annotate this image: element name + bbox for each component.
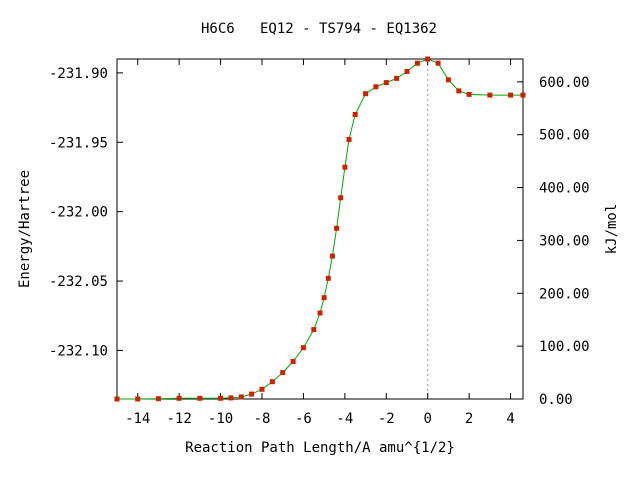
data-point [311,327,317,333]
y2-axis-ticks: 600.00 500.00 400.00 300.00 200.00 100.00 0.00 [517,75,590,408]
y-axis-label: Energy/Hartree [17,170,33,288]
data-point [338,195,344,201]
data-point [228,395,234,401]
y2-tick-label: 0.00 [539,392,573,408]
data-point [259,386,265,392]
y-tick-label: -231.95 [49,135,108,151]
data-point [269,379,275,385]
y2-tick-label: 200.00 [539,286,590,302]
x-tick-label: -4 [336,411,353,427]
data-point [346,137,352,142]
data-point [352,112,358,117]
x-axis-label: Reaction Path Length/A amu^{1/2} [185,440,455,456]
data-point [114,396,120,402]
x-tick-label: 0 [423,411,431,427]
data-point [321,295,327,301]
y-tick-label: -231.90 [49,66,108,82]
data-point [218,395,224,401]
y-tick-label: -232.10 [49,343,108,359]
x-axis-ticks: -14 -12 -10 -8 -6 -4 -2 0 2 4 [125,59,515,427]
data-point [466,91,472,97]
data-point [456,88,462,94]
data-point [176,395,182,401]
x-tick-label: 4 [506,411,514,427]
data-point [155,396,161,402]
data-point [404,69,410,74]
x-tick-label: -2 [378,411,395,427]
series-points [114,56,526,402]
data-point [425,56,431,62]
data-point [445,77,451,83]
plot-frame [116,58,524,400]
data-point [317,310,323,316]
data-point [197,395,203,401]
data-point [394,75,400,81]
data-point [300,345,306,351]
data-point [238,394,244,400]
y2-axis-label: kJ/mol [604,204,620,255]
chart-title: H6C6 EQ12 - TS794 - EQ1362 [201,21,437,37]
data-point [383,80,389,86]
data-point [280,370,286,376]
data-point [373,84,379,90]
x-tick-label: -6 [295,411,312,427]
y2-tick-label: 500.00 [539,128,590,144]
data-point [487,92,493,98]
data-point [435,60,441,66]
data-point [508,92,514,98]
x-tick-label: -8 [254,411,271,427]
x-tick-label: -14 [125,411,150,427]
data-point [329,253,335,259]
x-tick-label: -10 [208,411,233,427]
x-tick-label: -12 [166,411,191,427]
data-point [334,225,340,231]
data-point [342,164,348,170]
x-tick-label: 2 [465,411,473,427]
y-tick-label: -232.00 [49,205,108,221]
y2-tick-label: 400.00 [539,181,590,197]
data-point [249,391,255,397]
y2-tick-label: 600.00 [539,75,590,91]
y-axis-ticks: -231.90 -231.95 -232.00 -232.05 -232.10 [49,66,123,359]
data-point [363,91,369,97]
series-line [117,58,523,400]
y2-tick-label: 300.00 [539,233,590,249]
data-point [414,60,420,66]
data-point [290,359,296,364]
data-point [135,396,141,402]
y-tick-label: -232.05 [49,274,108,290]
y2-tick-label: 100.00 [539,339,590,355]
data-point [325,275,331,281]
data-point [520,92,526,98]
